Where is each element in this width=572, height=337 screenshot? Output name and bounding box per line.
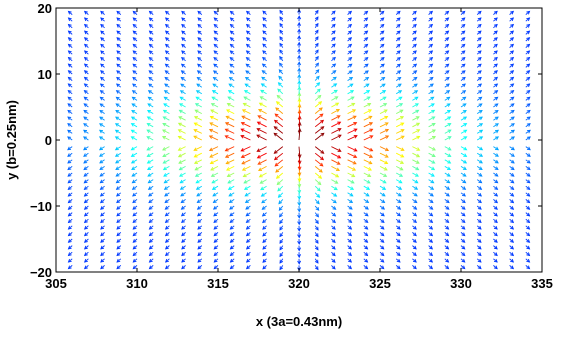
y-tick-label: 20: [38, 1, 52, 16]
y-axis-label: y (b=0.25nm): [4, 100, 19, 180]
y-tick-label: −20: [30, 265, 52, 280]
y-tick-label: −10: [30, 199, 52, 214]
x-tick-label: 310: [126, 276, 148, 291]
x-tick-label: 320: [288, 276, 310, 291]
x-tick-label: 325: [369, 276, 391, 291]
y-tick-label: 10: [38, 67, 52, 82]
x-tick-label: 335: [531, 276, 553, 291]
x-axis-label: x (3a=0.43nm): [256, 314, 342, 329]
y-tick-label: 0: [45, 133, 52, 148]
x-tick-label: 330: [450, 276, 472, 291]
x-tick-label: 315: [207, 276, 229, 291]
